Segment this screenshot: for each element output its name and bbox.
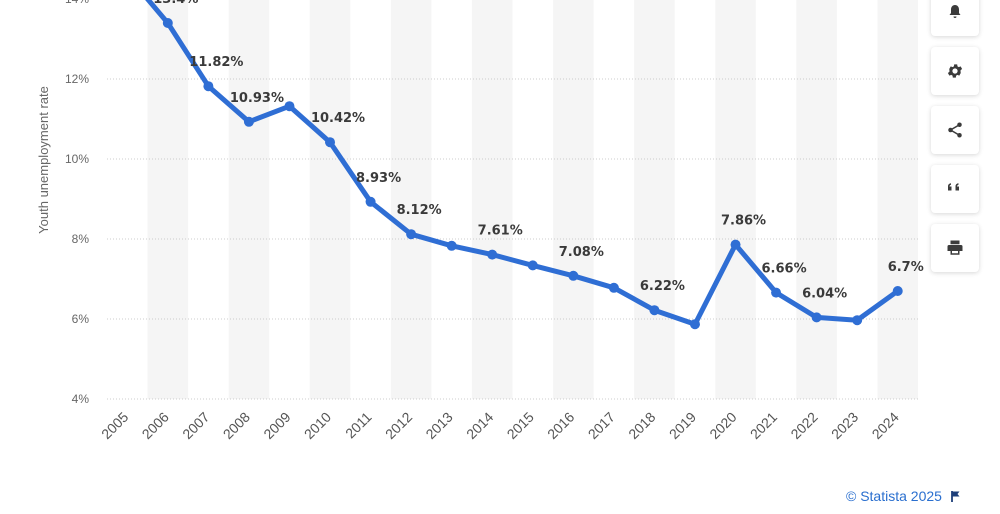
data-point bbox=[649, 305, 660, 316]
credit-text: © Statista 2025 bbox=[846, 488, 942, 504]
flag-icon bbox=[951, 490, 960, 502]
column-band bbox=[228, 0, 270, 399]
x-tick-label: 2022 bbox=[787, 409, 820, 442]
data-point bbox=[365, 196, 376, 207]
x-tick-label: 2015 bbox=[504, 409, 537, 442]
data-point bbox=[406, 229, 417, 240]
share-button[interactable] bbox=[931, 106, 979, 154]
cite-button[interactable] bbox=[931, 165, 979, 213]
x-tick-label: 2024 bbox=[869, 409, 902, 442]
share-icon bbox=[948, 122, 962, 138]
x-tick-label: 2014 bbox=[463, 409, 496, 442]
x-axis-ticks: 2005 2006 2007 2008 2009 2010 2011 2012 2013 2014… bbox=[98, 409, 902, 442]
y-tick-label: 6% bbox=[72, 312, 90, 326]
print-button[interactable] bbox=[931, 224, 979, 272]
statista-credit[interactable]: © Statista 2025 bbox=[846, 488, 962, 504]
data-label: 6.66% bbox=[762, 262, 807, 277]
printer-icon bbox=[947, 240, 963, 255]
x-tick-label: 2011 bbox=[342, 409, 375, 442]
data-point bbox=[568, 270, 579, 281]
data-labels: 13.4% 11.82% 10.93% 10.42% 8.93% 8.12% 7.61% 7.… bbox=[153, 0, 923, 301]
data-point bbox=[852, 315, 863, 326]
x-tick-label: 2009 bbox=[260, 409, 293, 442]
data-label: 10.42% bbox=[311, 111, 365, 126]
x-tick-label: 2017 bbox=[585, 409, 618, 442]
x-tick-label: 2016 bbox=[544, 409, 577, 442]
data-point bbox=[608, 282, 619, 293]
data-label: 6.22% bbox=[640, 279, 685, 294]
y-tick-label: 8% bbox=[72, 232, 90, 246]
data-label: 7.61% bbox=[478, 224, 523, 239]
data-label: 7.86% bbox=[721, 214, 766, 229]
data-label: 13.4% bbox=[153, 0, 198, 7]
data-point bbox=[284, 101, 295, 112]
data-label: 10.93% bbox=[230, 91, 284, 106]
column-band bbox=[147, 0, 189, 399]
data-point bbox=[811, 312, 822, 323]
gridlines bbox=[107, 78, 918, 400]
x-tick-label: 2013 bbox=[422, 409, 455, 442]
column-band bbox=[471, 0, 513, 399]
x-tick-label: 2008 bbox=[220, 409, 253, 442]
bell-icon bbox=[949, 5, 961, 18]
x-tick-label: 2007 bbox=[179, 409, 212, 442]
x-tick-label: 2023 bbox=[828, 409, 861, 442]
data-point bbox=[689, 319, 700, 330]
x-tick-label: 2012 bbox=[382, 409, 415, 442]
data-point bbox=[325, 137, 336, 148]
column-band bbox=[309, 0, 351, 399]
x-tick-label: 2010 bbox=[301, 409, 334, 442]
data-label: 8.12% bbox=[397, 203, 442, 218]
data-label: 6.04% bbox=[802, 286, 847, 301]
data-point bbox=[892, 286, 903, 296]
series-line bbox=[145, 0, 901, 327]
y-tick-label: 4% bbox=[72, 392, 90, 406]
column-band bbox=[390, 0, 432, 399]
data-label: 11.82% bbox=[189, 55, 243, 70]
x-tick-label: 2021 bbox=[747, 409, 780, 442]
settings-button[interactable] bbox=[931, 47, 979, 95]
data-label: 7.08% bbox=[559, 245, 604, 260]
x-tick-label: 2006 bbox=[139, 409, 172, 442]
y-tick-label: 12% bbox=[65, 72, 89, 86]
quote-icon bbox=[948, 183, 959, 191]
data-point bbox=[487, 249, 498, 260]
y-axis-ticks: 4% 6% 8% 10% 12% 14% bbox=[65, 0, 89, 406]
data-point bbox=[771, 287, 782, 298]
notification-button[interactable] bbox=[931, 0, 979, 36]
data-point bbox=[243, 116, 254, 127]
column-band bbox=[796, 0, 837, 399]
data-point bbox=[730, 239, 741, 250]
gear-icon bbox=[947, 64, 963, 78]
column-band bbox=[715, 0, 756, 399]
data-label: 8.93% bbox=[356, 171, 401, 186]
column-band bbox=[877, 0, 918, 399]
chart-toolbar bbox=[931, 0, 979, 283]
column-band bbox=[553, 0, 594, 399]
y-tick-label: 14% bbox=[65, 0, 89, 6]
column-band bbox=[634, 0, 675, 399]
column-bands bbox=[147, 0, 918, 399]
data-point bbox=[446, 240, 457, 251]
y-axis-label: Youth unemployment rate bbox=[36, 86, 51, 234]
data-point bbox=[203, 81, 214, 92]
data-point bbox=[527, 260, 538, 271]
x-tick-label: 2005 bbox=[98, 409, 131, 442]
y-tick-label: 10% bbox=[65, 152, 89, 166]
data-points bbox=[162, 18, 903, 330]
x-tick-label: 2019 bbox=[666, 409, 699, 442]
data-label: 6.7% bbox=[888, 260, 924, 275]
x-tick-label: 2020 bbox=[706, 409, 739, 442]
data-point bbox=[162, 18, 173, 28]
x-tick-label: 2018 bbox=[625, 409, 658, 442]
